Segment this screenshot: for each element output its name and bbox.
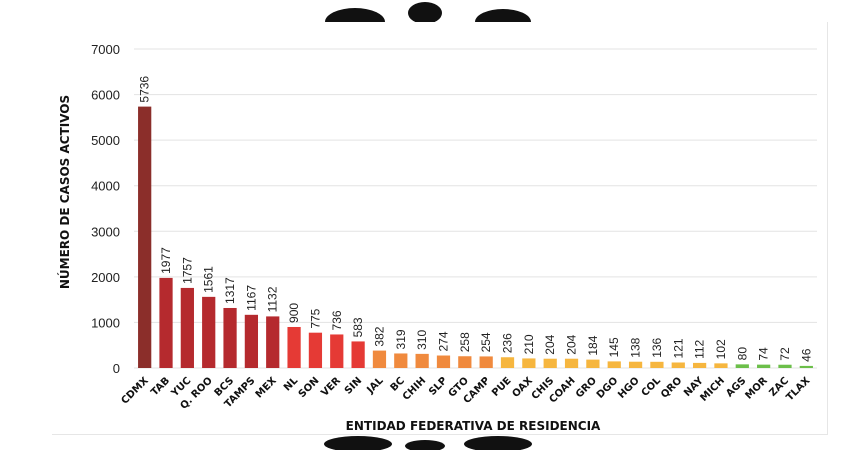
y-axis-title: NÚMERO DE CASOS ACTIVOS (57, 95, 72, 289)
value-label: 1561 (202, 266, 216, 293)
bar (180, 287, 194, 368)
value-label: 382 (372, 326, 386, 346)
bar (586, 359, 600, 368)
x-tick-label: TAB (149, 375, 172, 398)
x-tick-label: COL (640, 375, 664, 399)
value-label: 74 (757, 347, 771, 361)
y-tick-label: 1000 (91, 315, 120, 330)
bar (330, 334, 344, 368)
value-label: 145 (607, 337, 621, 357)
bar (778, 364, 792, 368)
value-label: 138 (629, 337, 643, 357)
bar (543, 358, 557, 368)
y-tick-label: 3000 (91, 224, 120, 239)
x-axis-title: ENTIDAD FEDERATIVA DE RESIDENCIA (346, 419, 601, 433)
value-labels: 5736 1977 1757 1561 1317 1167 1132 900 775 736 583… (138, 76, 814, 362)
x-tick-label: HGO (616, 375, 642, 401)
bar (671, 362, 685, 368)
value-label: 80 (735, 347, 749, 361)
bar (607, 361, 621, 368)
x-tick-label: SON (297, 375, 322, 400)
y-tick-label: 5000 (91, 133, 120, 148)
x-tick-label: MEX (254, 375, 279, 400)
bar (692, 362, 707, 368)
bar (628, 361, 643, 368)
y-tick-label: 4000 (91, 179, 120, 194)
value-label: 112 (693, 339, 707, 358)
x-tick-label: DGO (595, 375, 620, 400)
x-tick-label: MOR (743, 375, 769, 401)
x-tick-label: GRO (574, 375, 599, 400)
x-tick-label: SLP (427, 375, 450, 398)
bars (138, 106, 813, 368)
bar (202, 296, 216, 368)
x-tick-label: TLAX (784, 375, 812, 403)
y-tick-label: 2000 (91, 270, 120, 285)
x-tick-label: VER (319, 375, 343, 399)
bar (138, 106, 152, 368)
value-label: 319 (394, 329, 408, 349)
y-tick-label: 7000 (91, 42, 120, 57)
value-label: 1167 (244, 285, 258, 311)
value-label: 583 (351, 317, 365, 337)
x-tick-label: CDMX (119, 375, 151, 407)
value-label: 310 (415, 330, 429, 350)
value-label: 46 (799, 348, 813, 362)
value-label: 204 (543, 334, 557, 354)
y-axis-ticks: 0 1000 2000 3000 4000 5000 6000 7000 (91, 42, 120, 376)
value-label: 1977 (159, 247, 173, 274)
bar-chart: 0 1000 2000 3000 4000 5000 6000 7000 5736 1977 17… (57, 42, 817, 433)
bar (799, 365, 813, 368)
bar (479, 356, 493, 368)
value-label: 204 (565, 334, 579, 354)
bar (735, 364, 749, 368)
bar (522, 358, 536, 368)
value-label: 102 (714, 339, 728, 359)
value-label: 1132 (266, 286, 280, 312)
value-label: 210 (522, 334, 536, 354)
bar (757, 364, 771, 368)
value-label: 5736 (138, 76, 152, 103)
value-label: 236 (501, 333, 515, 353)
bar (372, 350, 387, 368)
value-label: 136 (650, 337, 664, 357)
bar (351, 341, 365, 368)
bar (714, 363, 728, 368)
bar (415, 353, 429, 368)
bar (436, 355, 451, 368)
bar (244, 314, 259, 368)
value-label: 258 (458, 332, 472, 352)
x-tick-label: QRO (659, 375, 684, 400)
y-tick-label: 6000 (91, 88, 120, 103)
bar (650, 361, 664, 368)
value-label: 274 (436, 331, 450, 351)
x-tick-label: MICH (699, 375, 728, 404)
value-label: 184 (586, 335, 600, 355)
bar (223, 307, 237, 368)
x-tick-label: JAL (364, 375, 386, 397)
value-label: 736 (330, 310, 344, 330)
x-tick-label: SIN (343, 375, 364, 396)
chart-card: 0 1000 2000 3000 4000 5000 6000 7000 5736 1977 17… (52, 22, 828, 435)
bar (308, 332, 323, 368)
bar (500, 357, 515, 368)
bar (266, 316, 280, 368)
value-label: 1317 (223, 277, 237, 304)
bar (458, 356, 472, 368)
value-label: 254 (479, 332, 493, 352)
value-label: 121 (671, 338, 685, 358)
y-tick-label: 0 (113, 361, 120, 376)
bar (394, 353, 408, 368)
value-label: 72 (778, 347, 792, 361)
value-label: 775 (308, 308, 322, 328)
bar (564, 358, 579, 368)
value-label: 1757 (180, 257, 194, 284)
value-label: 900 (287, 303, 301, 323)
bar (287, 326, 301, 368)
x-tick-label: CHIH (401, 375, 428, 402)
bar (159, 277, 173, 368)
x-tick-label: PUE (490, 375, 514, 399)
